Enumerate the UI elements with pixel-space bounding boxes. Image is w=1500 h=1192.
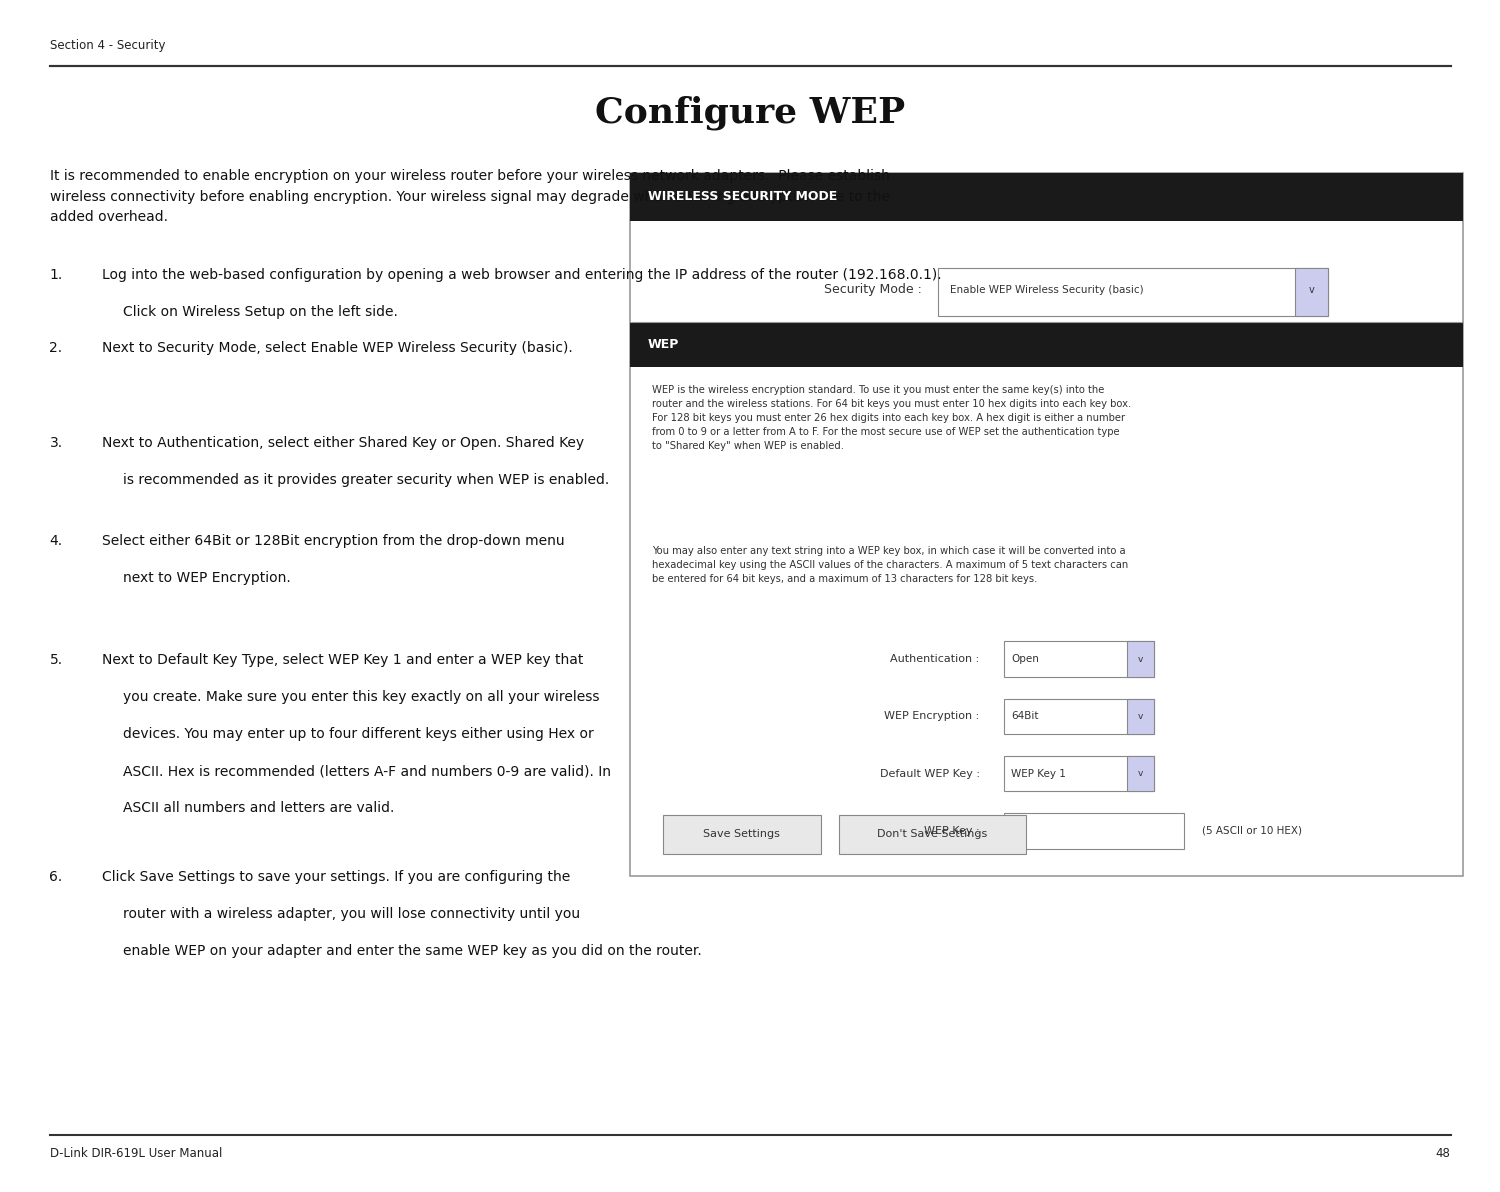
FancyBboxPatch shape xyxy=(1126,641,1154,677)
Text: Save Settings: Save Settings xyxy=(704,830,780,839)
FancyBboxPatch shape xyxy=(1004,699,1154,734)
Text: Default WEP Key :: Default WEP Key : xyxy=(879,769,980,778)
Text: WEP Key 1: WEP Key 1 xyxy=(1011,769,1066,778)
Text: You may also enter any text string into a WEP key box, in which case it will be : You may also enter any text string into … xyxy=(652,546,1128,584)
Text: v: v xyxy=(1137,769,1143,778)
Text: 6.: 6. xyxy=(50,870,63,884)
Text: Click Save Settings to save your settings. If you are configuring the: Click Save Settings to save your setting… xyxy=(102,870,570,884)
FancyBboxPatch shape xyxy=(1004,813,1184,849)
Text: WIRELESS SECURITY MODE: WIRELESS SECURITY MODE xyxy=(648,191,837,203)
FancyBboxPatch shape xyxy=(630,173,1462,876)
Text: 1.: 1. xyxy=(50,268,63,283)
Text: Authentication :: Authentication : xyxy=(891,654,980,664)
Text: WEP Key :: WEP Key : xyxy=(924,826,980,836)
Text: WEP: WEP xyxy=(648,339,680,350)
Text: WEP Encryption :: WEP Encryption : xyxy=(885,712,980,721)
Text: enable WEP on your adapter and enter the same WEP key as you did on the router.: enable WEP on your adapter and enter the… xyxy=(123,944,702,958)
Text: D-Link DIR-619L User Manual: D-Link DIR-619L User Manual xyxy=(50,1147,222,1160)
Text: devices. You may enter up to four different keys either using Hex or: devices. You may enter up to four differ… xyxy=(123,727,594,741)
Text: v: v xyxy=(1137,712,1143,721)
Text: (5 ASCII or 10 HEX): (5 ASCII or 10 HEX) xyxy=(1202,826,1302,836)
Text: 5.: 5. xyxy=(50,653,63,668)
Text: Log into the web-based configuration by opening a web browser and entering the I: Log into the web-based configuration by … xyxy=(102,268,942,283)
FancyBboxPatch shape xyxy=(1294,268,1328,316)
Text: 2.: 2. xyxy=(50,341,63,355)
Text: v: v xyxy=(1308,285,1314,294)
Text: Select either 64Bit or 128Bit encryption from the drop-down menu: Select either 64Bit or 128Bit encryption… xyxy=(102,534,564,548)
FancyBboxPatch shape xyxy=(1126,699,1154,734)
Text: Click on Wireless Setup on the left side.: Click on Wireless Setup on the left side… xyxy=(123,305,398,319)
Text: router with a wireless adapter, you will lose connectivity until you: router with a wireless adapter, you will… xyxy=(123,907,580,921)
Text: Open: Open xyxy=(1011,654,1040,664)
Text: Next to Security Mode, select Enable WEP Wireless Security (basic).: Next to Security Mode, select Enable WEP… xyxy=(102,341,573,355)
FancyBboxPatch shape xyxy=(630,173,1462,221)
Text: It is recommended to enable encryption on your wireless router before your wirel: It is recommended to enable encryption o… xyxy=(50,169,889,224)
Text: 4.: 4. xyxy=(50,534,63,548)
Text: Next to Default Key Type, select WEP Key 1 and enter a WEP key that: Next to Default Key Type, select WEP Key… xyxy=(102,653,584,668)
Text: v: v xyxy=(1137,654,1143,664)
Text: 64Bit: 64Bit xyxy=(1011,712,1040,721)
FancyBboxPatch shape xyxy=(1004,641,1154,677)
FancyBboxPatch shape xyxy=(630,322,1462,367)
Text: Don't Save Settings: Don't Save Settings xyxy=(878,830,987,839)
Text: ASCII. Hex is recommended (letters A-F and numbers 0-9 are valid). In: ASCII. Hex is recommended (letters A-F a… xyxy=(123,764,610,778)
Text: WEP is the wireless encryption standard. To use it you must enter the same key(s: WEP is the wireless encryption standard.… xyxy=(652,385,1131,451)
Text: Next to Authentication, select either Shared Key or Open. Shared Key: Next to Authentication, select either Sh… xyxy=(102,436,584,451)
Text: 48: 48 xyxy=(1436,1147,1450,1160)
FancyBboxPatch shape xyxy=(663,815,820,853)
Text: Section 4 - Security: Section 4 - Security xyxy=(50,39,165,52)
FancyBboxPatch shape xyxy=(1004,756,1154,791)
Text: ASCII all numbers and letters are valid.: ASCII all numbers and letters are valid. xyxy=(123,801,394,815)
Text: Enable WEP Wireless Security (basic): Enable WEP Wireless Security (basic) xyxy=(950,285,1143,294)
Text: is recommended as it provides greater security when WEP is enabled.: is recommended as it provides greater se… xyxy=(123,473,609,488)
FancyBboxPatch shape xyxy=(938,268,1328,316)
FancyBboxPatch shape xyxy=(1126,756,1154,791)
Text: you create. Make sure you enter this key exactly on all your wireless: you create. Make sure you enter this key… xyxy=(123,690,600,704)
FancyBboxPatch shape xyxy=(839,815,1026,853)
Text: Configure WEP: Configure WEP xyxy=(596,95,904,130)
Text: Security Mode :: Security Mode : xyxy=(824,284,921,296)
Text: next to WEP Encryption.: next to WEP Encryption. xyxy=(123,571,291,585)
Text: 3.: 3. xyxy=(50,436,63,451)
